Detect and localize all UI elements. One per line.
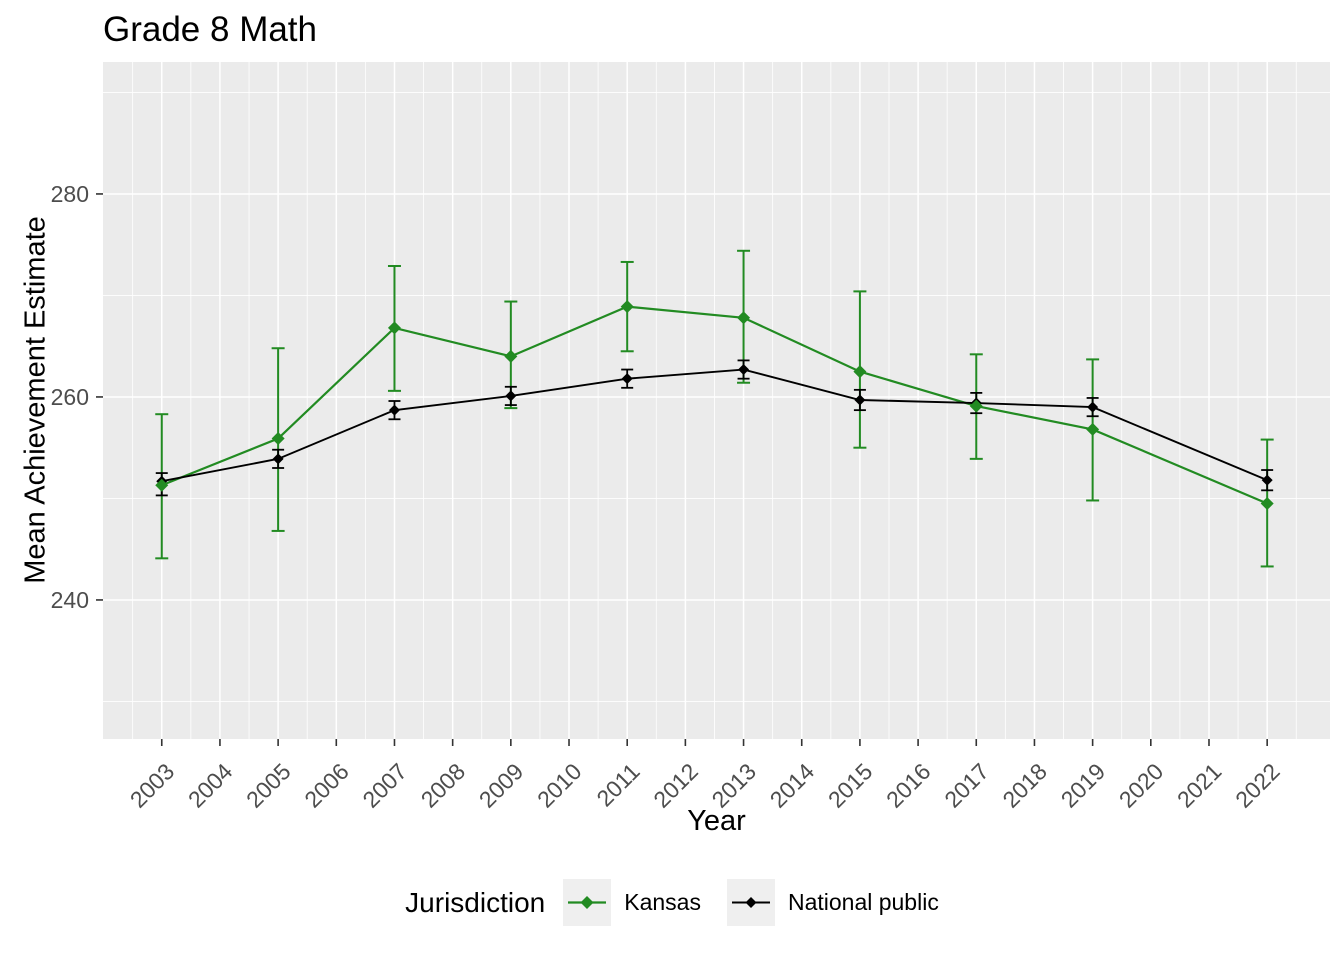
national-public-point <box>388 404 400 416</box>
national-public-line <box>161 368 1268 483</box>
kansas-line <box>161 305 1268 505</box>
legend-title: Jurisdiction <box>405 886 546 918</box>
chart-title: Grade 8 Math <box>103 10 317 49</box>
national-public-point <box>738 364 750 376</box>
kansas-point <box>504 349 518 363</box>
national-public-point <box>621 373 633 385</box>
y-tick-label: 280 <box>51 181 89 207</box>
legend-label-national-public: National public <box>787 889 939 915</box>
legend-key-kansas <box>563 879 612 926</box>
x-axis-title: Year <box>687 805 746 837</box>
legend: Jurisdiction Kansas National public <box>0 879 1344 926</box>
kansas-point <box>1086 422 1100 436</box>
kansas-point <box>1260 497 1274 511</box>
legend-key-national-public <box>726 879 775 926</box>
panel-background <box>103 62 1330 739</box>
legend-items: Kansas National public <box>563 879 939 926</box>
kansas-point <box>853 365 867 379</box>
x-tick-label: 2011 <box>591 758 644 811</box>
national-public-point <box>505 390 517 402</box>
legend-item-national-public: National public <box>726 879 939 926</box>
kansas-point <box>155 478 169 492</box>
kansas-legend-glyph-icon <box>568 896 607 909</box>
y-tick-label: 260 <box>51 384 89 410</box>
kansas-point <box>271 432 285 446</box>
national-public-point <box>272 453 284 465</box>
y-tick-label: 240 <box>51 587 89 613</box>
legend-item-kansas: Kansas <box>563 879 701 926</box>
kansas-point <box>737 311 751 325</box>
legend-label-kansas: Kansas <box>624 889 701 915</box>
national-public-point <box>1261 474 1273 486</box>
national-public-legend-glyph-icon <box>731 897 770 908</box>
kansas-point <box>969 399 983 413</box>
kansas-point <box>620 300 634 314</box>
national-public-point <box>854 394 866 406</box>
kansas-point <box>387 321 401 335</box>
national-public-point <box>1087 401 1099 413</box>
